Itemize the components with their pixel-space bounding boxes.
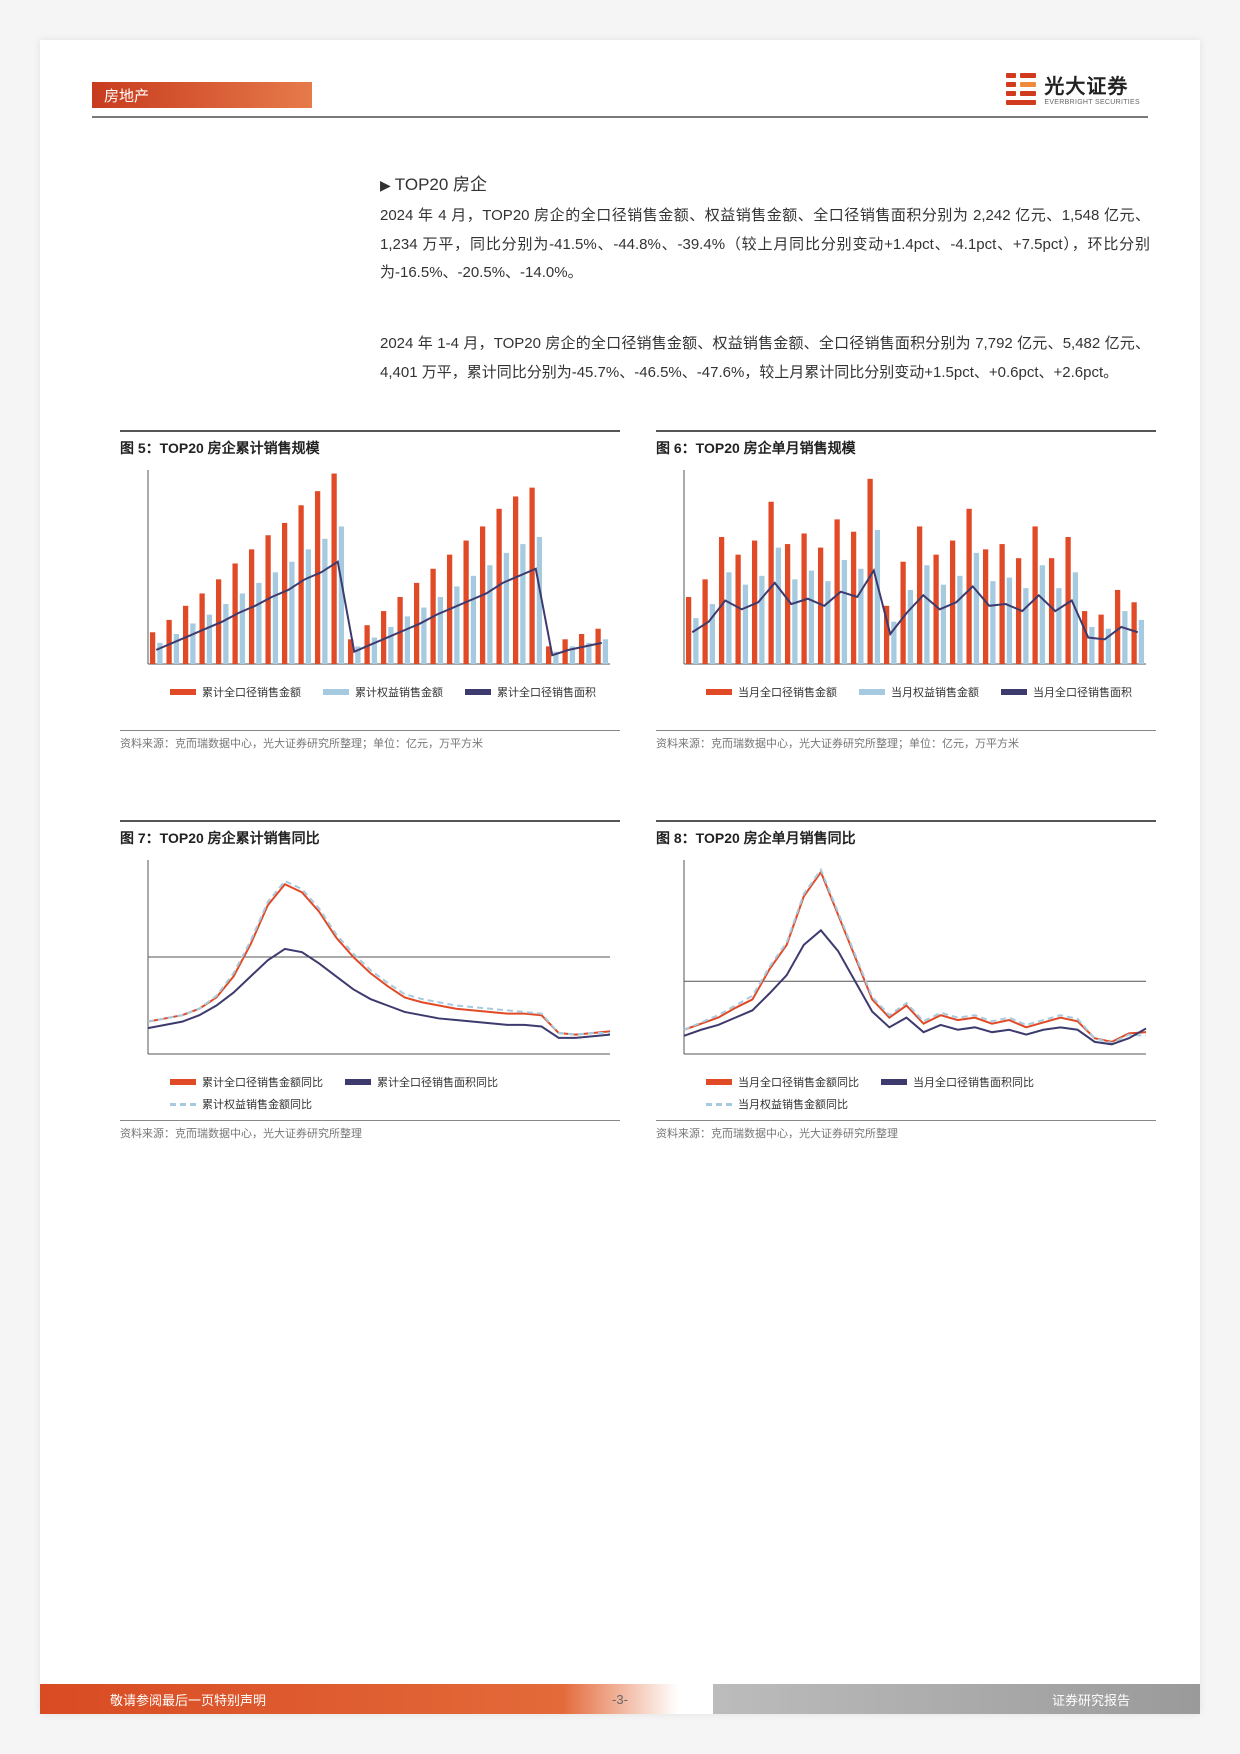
legend-label: 当月权益销售金额同比	[738, 1096, 848, 1112]
fig6-source: 资料来源：克而瑞数据中心，光大证券研究所整理；单位：亿元，万平方米	[656, 730, 1156, 751]
legend-swatch	[170, 1079, 196, 1085]
legend-label: 累计权益销售金额	[355, 684, 443, 700]
legend-swatch	[706, 1103, 732, 1106]
logo-icon	[1006, 71, 1036, 105]
legend-item: 累计权益销售金额同比	[170, 1096, 312, 1112]
logo-text-cn: 光大证券	[1044, 70, 1140, 99]
fig7-legend: 累计全口径销售金额同比 累计全口径销售面积同比累计权益销售金额同比	[170, 1074, 610, 1112]
legend-swatch	[706, 1079, 732, 1085]
legend-label: 累计全口径销售金额同比	[202, 1074, 323, 1090]
fig5-legend: 累计全口径销售金额 累计权益销售金额 累计全口径销售面积	[170, 684, 610, 700]
legend-item: 累计权益销售金额	[323, 684, 443, 700]
legend-item: 当月全口径销售面积	[1001, 684, 1132, 700]
legend-item: 当月全口径销售金额同比	[706, 1074, 859, 1090]
legend-label: 当月全口径销售金额同比	[738, 1074, 859, 1090]
legend-item: 累计全口径销售金额同比	[170, 1074, 323, 1090]
legend-item: 累计全口径销售面积	[465, 684, 596, 700]
category-banner: 房地产	[92, 82, 312, 108]
fig8-legend: 当月全口径销售金额同比 当月全口径销售面积同比当月权益销售金额同比	[706, 1074, 1146, 1112]
legend-swatch	[345, 1079, 371, 1085]
paragraph-1: 2024 年 4 月，TOP20 房企的全口径销售金额、权益销售金额、全口径销售…	[380, 202, 1150, 288]
legend-label: 当月全口径销售面积同比	[913, 1074, 1034, 1090]
legend-swatch	[859, 689, 885, 695]
fig7-source: 资料来源：克而瑞数据中心，光大证券研究所整理	[120, 1120, 620, 1141]
fig5-title: 图 5：TOP20 房企累计销售规模	[120, 430, 620, 458]
fig5-chart	[120, 460, 620, 720]
company-logo: 光大证券 EVERBRIGHT SECURITIES	[1006, 70, 1140, 106]
legend-label: 累计权益销售金额同比	[202, 1096, 312, 1112]
fig7-title: 图 7：TOP20 房企累计销售同比	[120, 820, 620, 848]
legend-swatch	[170, 1103, 196, 1106]
legend-item: 当月全口径销售金额	[706, 684, 837, 700]
legend-swatch	[1001, 689, 1027, 695]
legend-swatch	[465, 689, 491, 695]
legend-item: 当月权益销售金额同比	[706, 1096, 848, 1112]
triangle-icon: ▶	[380, 177, 391, 193]
fig5-source: 资料来源：克而瑞数据中心，光大证券研究所整理；单位：亿元，万平方米	[120, 730, 620, 751]
fig6-legend: 当月全口径销售金额 当月权益销售金额 当月全口径销售面积	[706, 684, 1146, 700]
legend-swatch	[323, 689, 349, 695]
paragraph-2: 2024 年 1-4 月，TOP20 房企的全口径销售金额、权益销售金额、全口径…	[380, 330, 1150, 387]
footer-report-type: 证券研究报告	[1052, 1690, 1130, 1709]
fig8-source: 资料来源：克而瑞数据中心，光大证券研究所整理	[656, 1120, 1156, 1141]
header-divider	[92, 116, 1148, 118]
legend-swatch	[881, 1079, 907, 1085]
legend-item: 累计全口径销售面积同比	[345, 1074, 498, 1090]
legend-item: 累计全口径销售金额	[170, 684, 301, 700]
legend-label: 当月全口径销售金额	[738, 684, 837, 700]
footer-disclaimer: 敬请参阅最后一页特别声明	[110, 1690, 266, 1709]
legend-label: 累计全口径销售面积同比	[377, 1074, 498, 1090]
legend-item: 当月全口径销售面积同比	[881, 1074, 1034, 1090]
legend-label: 当月全口径销售面积	[1033, 684, 1132, 700]
legend-swatch	[170, 689, 196, 695]
fig6-chart	[656, 460, 1156, 720]
legend-swatch	[706, 689, 732, 695]
report-page: 房地产 光大证券 EVERBRIGHT SECURITIES ▶TOP20 房企…	[40, 40, 1200, 1714]
legend-item: 当月权益销售金额	[859, 684, 979, 700]
fig7-chart	[120, 850, 620, 1110]
category-label: 房地产	[104, 85, 149, 106]
section-heading: ▶TOP20 房企	[380, 170, 487, 195]
legend-label: 当月权益销售金额	[891, 684, 979, 700]
footer-bar: 敬请参阅最后一页特别声明 -3- 证券研究报告	[40, 1684, 1200, 1714]
logo-text-en: EVERBRIGHT SECURITIES	[1044, 99, 1140, 106]
fig6-title: 图 6：TOP20 房企单月销售规模	[656, 430, 1156, 458]
legend-label: 累计全口径销售面积	[497, 684, 596, 700]
fig8-title: 图 8：TOP20 房企单月销售同比	[656, 820, 1156, 848]
fig8-chart	[656, 850, 1156, 1110]
footer-page-number: -3-	[612, 1692, 628, 1707]
legend-label: 累计全口径销售金额	[202, 684, 301, 700]
section-title-text: TOP20 房企	[395, 175, 487, 194]
